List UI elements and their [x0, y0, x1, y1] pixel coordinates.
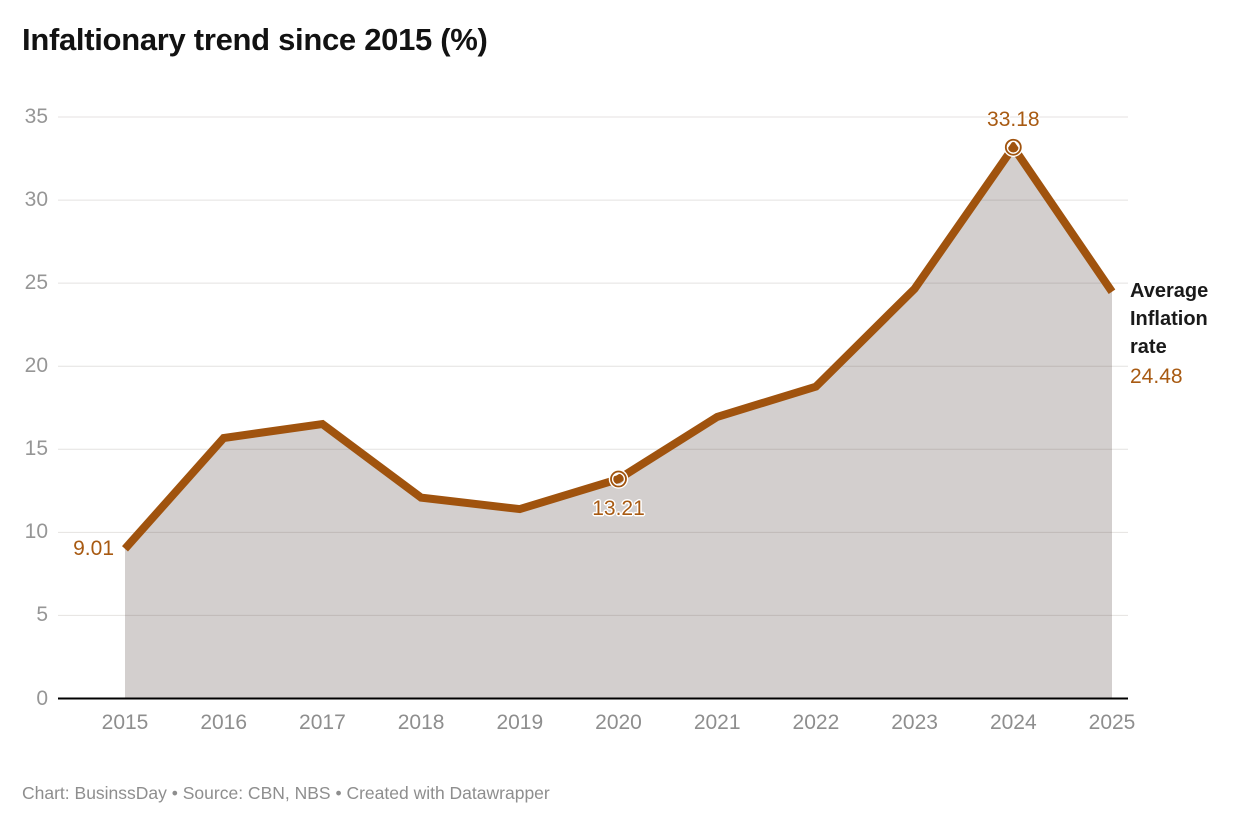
x-tick-label: 2022 — [792, 711, 840, 734]
annotation-line: Average — [1130, 280, 1209, 302]
x-tick-label: 2015 — [101, 711, 149, 734]
annotation-value: 24.48 — [1130, 365, 1183, 388]
y-tick-label: 30 — [24, 188, 48, 212]
y-tick-label: 25 — [24, 271, 48, 295]
data-point-label: 33.18 — [987, 108, 1040, 132]
y-tick-label: 0 — [36, 686, 48, 710]
data-point-label: 9.01 — [73, 536, 114, 560]
data-point-label: 13.21 — [592, 497, 645, 521]
chart-footer: Chart: BusinssDay • Source: CBN, NBS • C… — [22, 783, 550, 803]
x-tick-label: 2021 — [693, 711, 741, 734]
chart-title: Infaltionary trend since 2015 (%) — [22, 22, 488, 57]
x-tick-label: 2024 — [989, 711, 1037, 734]
trend-line — [122, 140, 1116, 552]
y-tick-label: 10 — [24, 520, 48, 544]
x-tick-label: 2023 — [891, 711, 938, 734]
series-end-annotation: Average Inflation rate 24.48 — [1130, 277, 1238, 391]
x-tick-label: 2020 — [595, 711, 642, 734]
annotation-line: rate — [1130, 336, 1167, 358]
area-fill — [125, 147, 1112, 699]
y-tick-label: 15 — [24, 437, 48, 461]
x-tick-label: 2019 — [496, 711, 544, 734]
x-tick-label: 2025 — [1088, 711, 1136, 734]
annotation-line: Inflation — [1130, 308, 1208, 330]
x-tick-label: 2017 — [299, 711, 346, 734]
y-tick-label: 35 — [24, 105, 48, 128]
x-tick-label: 2016 — [200, 711, 248, 734]
data-point-marker — [1004, 138, 1022, 156]
x-tick-label: 2018 — [397, 711, 445, 734]
data-point-marker — [610, 470, 627, 488]
y-tick-label: 20 — [24, 354, 48, 378]
y-tick-label: 5 — [36, 603, 48, 627]
